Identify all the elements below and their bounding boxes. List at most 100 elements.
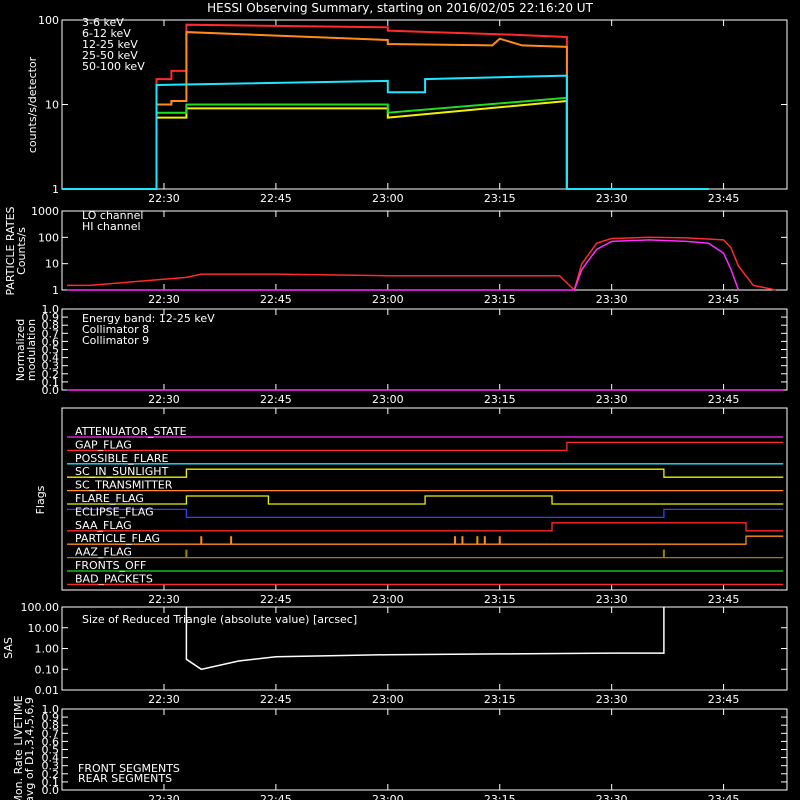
modulation-y-tick-label: 0.3 (42, 360, 60, 373)
modulation-x-tick-label: 23:30 (596, 393, 628, 406)
counts-legend-entry: 3-6 keV (82, 16, 124, 29)
modulation-y-tick-label: 0.5 (42, 344, 60, 357)
sas-x-tick-label: 22:30 (148, 693, 180, 706)
livetime-y-tick-label: 0.5 (42, 744, 60, 757)
flag-label: PARTICLE_FLAG (75, 532, 160, 545)
livetime-x-tick-label: 23:15 (484, 793, 516, 800)
modulation-y-tick-label: 1.0 (42, 303, 60, 316)
modulation-y-tick-label: 0.9 (42, 311, 60, 324)
sas-y-tick-label: 0.01 (35, 684, 60, 697)
particle-y-tick-label: 10 (45, 258, 59, 271)
counts-y-axis-label: counts/s/detector (26, 56, 39, 153)
flag-label: POSSIBLE_FLARE (75, 452, 169, 465)
flag-label: SC_TRANSMITTER (75, 479, 173, 492)
flag-label: SC_IN_SUNLIGHT (75, 465, 169, 478)
flag-row (67, 508, 784, 519)
flags-x-tick-label: 23:45 (708, 593, 740, 606)
flag-row (67, 535, 784, 545)
modulation-y-tick-label: 0.4 (42, 352, 60, 365)
counts-y-tick-label: 1 (52, 183, 59, 196)
counts-x-tick-label: 22:30 (148, 192, 180, 205)
livetime-y-tick-label: 0.6 (42, 735, 60, 748)
flag-label: AAZ_FLAG (75, 546, 132, 559)
modulation-legend-entry: Collimator 9 (82, 334, 149, 347)
flag-label: FLARE_FLAG (75, 492, 144, 505)
sas-x-tick-label: 23:00 (372, 693, 404, 706)
particle-x-tick-label: 22:30 (148, 293, 180, 306)
particle-x-tick-label: 23:00 (372, 293, 404, 306)
flags-frame (61, 407, 788, 591)
modulation-x-tick-label: 23:45 (708, 393, 740, 406)
sas-x-tick-label: 22:45 (260, 693, 292, 706)
sas-series-0 (185, 607, 665, 671)
counts-x-tick-label: 23:00 (372, 192, 404, 205)
flag-spike (498, 536, 501, 545)
counts-legend-entry: 25-50 keV (82, 49, 138, 62)
flag-label: FRONTS_OFF (75, 559, 146, 572)
sas-y-axis-label: SAS (2, 637, 15, 659)
modulation-legend-entry: Collimator 8 (82, 323, 149, 336)
flag-trace (67, 508, 784, 519)
page-title: HESSI Observing Summary, starting on 201… (207, 1, 593, 15)
particle-x-tick-label: 23:30 (596, 293, 628, 306)
flag-spike (662, 549, 665, 558)
livetime-x-tick-label: 22:45 (260, 793, 292, 800)
livetime-y-tick-label: 0.2 (42, 768, 60, 781)
modulation-x-tick-label: 23:15 (484, 393, 516, 406)
counts-legend-entry: 50-100 keV (82, 60, 145, 73)
flag-label: ATTENUATOR_STATE (75, 425, 187, 438)
livetime-y-axis-label: Mon. Rate LIVETIME (12, 695, 25, 800)
particle-y-tick-label: 1 (52, 284, 59, 297)
flags-x-tick-label: 22:30 (148, 593, 180, 606)
particle-y-axis-label-2: Counts/s (15, 227, 28, 275)
sas-panel-title: Size of Reduced Triangle (absolute value… (82, 613, 357, 626)
livetime-y-tick-label: 0.8 (42, 719, 60, 732)
modulation-y-tick-label: 0.7 (42, 327, 60, 340)
modulation-x-tick-label: 22:30 (148, 393, 180, 406)
livetime-x-tick-label: 23:30 (596, 793, 628, 800)
modulation-x-tick-label: 22:45 (260, 393, 292, 406)
flag-trace (67, 495, 784, 505)
livetime-y-tick-label: 0.4 (42, 752, 60, 765)
particle-x-tick-label: 23:45 (708, 293, 740, 306)
flags-x-tick-label: 23:30 (596, 593, 628, 606)
modulation-y-axis-label: Normalized (14, 319, 27, 381)
sas-y-tick-label: 10.00 (28, 622, 60, 635)
modulation-y-tick-label: 0.8 (42, 319, 60, 332)
livetime-y-tick-label: 1.0 (42, 703, 60, 716)
counts-series-3 (62, 96, 709, 190)
modulation-x-tick-label: 23:00 (372, 393, 404, 406)
counts-x-tick-label: 23:30 (596, 192, 628, 205)
flag-row (67, 441, 784, 452)
livetime-y-tick-label: 0.9 (42, 711, 60, 724)
flag-row (67, 549, 784, 559)
counts-x-tick-label: 23:45 (708, 192, 740, 205)
livetime-y-axis-label-2: avg of D1,3,4,5,6,9 (23, 697, 36, 800)
modulation-legend-entry: Energy band: 12-25 keV (82, 312, 215, 325)
livetime-x-tick-label: 23:00 (372, 793, 404, 800)
particle-y-tick-label: 1000 (31, 205, 59, 218)
sas-y-tick-label: 0.10 (35, 663, 60, 676)
particle-legend-entry: LO channel (82, 209, 143, 222)
flag-spike (200, 536, 203, 545)
modulation-y-tick-label: 0.1 (42, 376, 60, 389)
counts-x-tick-label: 22:45 (260, 192, 292, 205)
counts-legend-entry: 6-12 keV (82, 27, 131, 40)
livetime-y-tick-label: 0.3 (42, 760, 60, 773)
particle-y-tick-label: 100 (38, 231, 59, 244)
sas-x-tick-label: 23:15 (484, 693, 516, 706)
particle-series-1 (67, 239, 740, 291)
counts-legend-entry: 12-25 keV (82, 38, 138, 51)
sas-y-tick-label: 1.00 (35, 643, 60, 656)
sas-y-tick-label: 100.00 (21, 601, 60, 614)
counts-series-1 (62, 31, 709, 190)
modulation-y-tick-label: 0.0 (42, 384, 60, 397)
counts-y-tick-label: 10 (45, 99, 59, 112)
particle-y-axis-label: PARTICLE RATES (4, 206, 17, 295)
flags-x-tick-label: 23:15 (484, 593, 516, 606)
livetime-x-tick-label: 23:45 (708, 793, 740, 800)
livetime-y-tick-label: 0.0 (42, 784, 60, 797)
counts-series-0 (62, 23, 709, 190)
counts-series-4 (62, 74, 709, 190)
livetime-legend-entry: FRONT SEGMENTS (78, 762, 180, 775)
